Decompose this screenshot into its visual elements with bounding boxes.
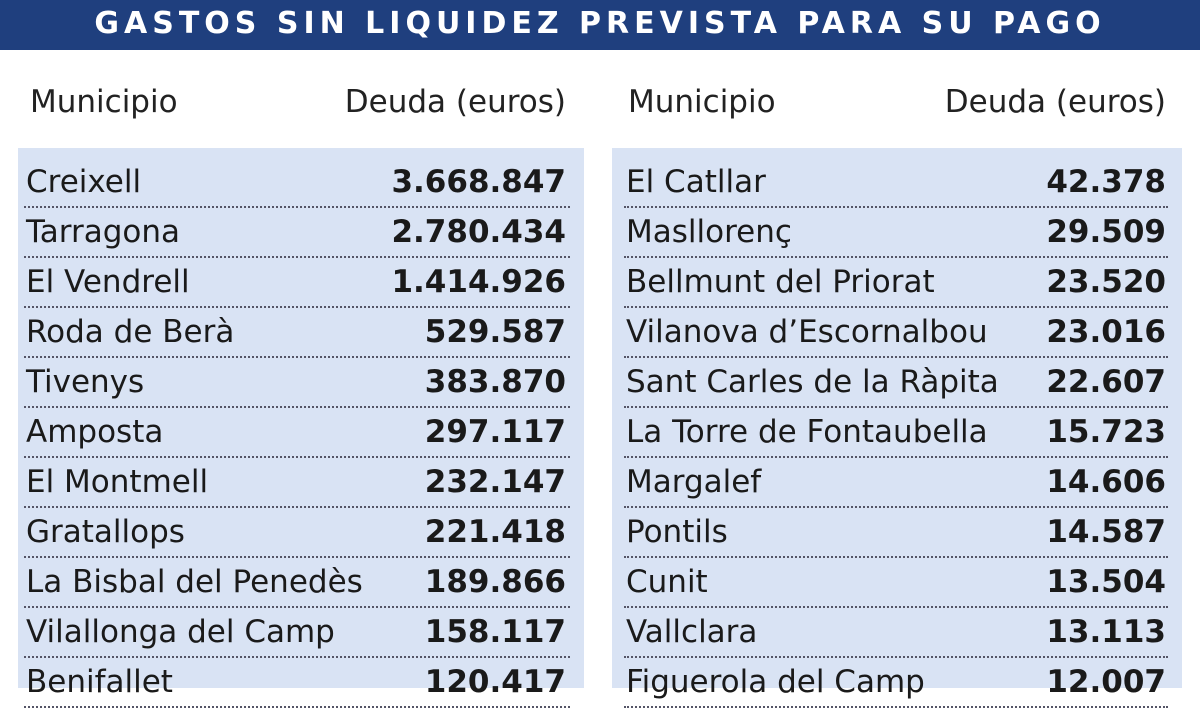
municipality: Figuerola del Camp [626, 664, 925, 700]
municipality: Vilanova d’Escornalbou [626, 314, 988, 350]
debt-value: 14.587 [1046, 514, 1166, 550]
municipality: Benifallet [26, 664, 173, 700]
row-separator [24, 656, 570, 658]
debt-value: 529.587 [424, 314, 566, 350]
municipality: La Bisbal del Penedès [26, 564, 363, 600]
column-header: Deuda (euros) [344, 84, 566, 120]
row-separator [624, 656, 1168, 658]
municipality: Roda de Berà [26, 314, 235, 350]
debt-value: 297.117 [424, 414, 566, 450]
row-separator [624, 456, 1168, 458]
debt-value: 42.378 [1046, 164, 1166, 200]
municipality: Amposta [26, 414, 164, 450]
column-header: Municipio [30, 84, 178, 120]
row-separator [24, 606, 570, 608]
municipality: Bellmunt del Priorat [626, 264, 935, 300]
municipality: Tarragona [26, 214, 181, 250]
debt-value: 13.113 [1046, 614, 1166, 650]
table-panel [612, 148, 1182, 688]
debt-value: 2.780.434 [391, 214, 566, 250]
municipality: El Vendrell [26, 264, 190, 300]
row-separator [624, 306, 1168, 308]
municipality: Vilallonga del Camp [26, 614, 335, 650]
table-panel [18, 148, 584, 688]
debt-value: 3.668.847 [391, 164, 566, 200]
debt-value: 120.417 [424, 664, 566, 700]
row-separator [24, 256, 570, 258]
debt-value: 232.147 [424, 464, 566, 500]
row-separator [624, 506, 1168, 508]
row-separator [24, 406, 570, 408]
row-separator [624, 556, 1168, 558]
row-separator [624, 406, 1168, 408]
debt-value: 13.504 [1046, 564, 1166, 600]
debt-value: 12.007 [1046, 664, 1166, 700]
municipality: Vallclara [626, 614, 758, 650]
municipality: El Montmell [26, 464, 209, 500]
municipality: Tivenys [26, 364, 145, 400]
municipality: Sant Carles de la Ràpita [626, 364, 999, 400]
debt-value: 221.418 [424, 514, 566, 550]
row-separator [24, 556, 570, 558]
municipality: Creixell [26, 164, 142, 200]
row-separator [624, 356, 1168, 358]
municipality: Masllorenç [626, 214, 792, 250]
debt-value: 383.870 [424, 364, 566, 400]
debt-value: 14.606 [1046, 464, 1166, 500]
municipality: Margalef [626, 464, 762, 500]
debt-value: 15.723 [1046, 414, 1166, 450]
debt-value: 189.866 [424, 564, 566, 600]
title-bar: GASTOS SIN LIQUIDEZ PREVISTA PARA SU PAG… [0, 0, 1200, 50]
row-separator [24, 206, 570, 208]
debt-value: 29.509 [1046, 214, 1166, 250]
column-header: Municipio [628, 84, 776, 120]
municipality: Cunit [626, 564, 708, 600]
row-separator [24, 456, 570, 458]
row-separator [24, 356, 570, 358]
debt-value: 23.520 [1046, 264, 1166, 300]
row-separator [24, 306, 570, 308]
debt-value: 158.117 [424, 614, 566, 650]
municipality: La Torre de Fontaubella [626, 414, 988, 450]
debt-value: 22.607 [1046, 364, 1166, 400]
column-header: Deuda (euros) [944, 84, 1166, 120]
row-separator [24, 506, 570, 508]
debt-value: 1.414.926 [391, 264, 566, 300]
debt-value: 23.016 [1046, 314, 1166, 350]
row-separator [624, 206, 1168, 208]
row-separator [624, 606, 1168, 608]
row-separator [624, 256, 1168, 258]
municipality: Gratallops [26, 514, 185, 550]
municipality: Pontils [626, 514, 728, 550]
municipality: El Catllar [626, 164, 766, 200]
